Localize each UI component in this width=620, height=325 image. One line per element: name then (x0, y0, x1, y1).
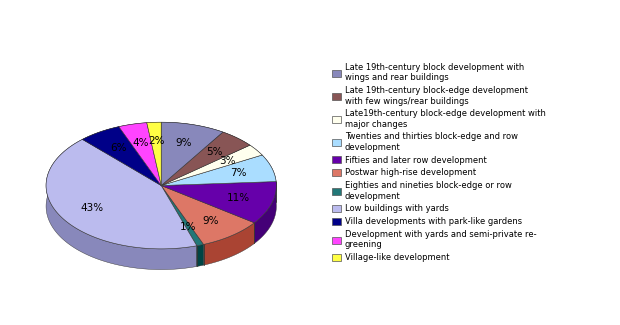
Polygon shape (161, 155, 276, 186)
Text: 4%: 4% (133, 137, 149, 148)
Polygon shape (161, 132, 250, 186)
Text: 7%: 7% (231, 168, 247, 178)
Polygon shape (161, 145, 262, 186)
Polygon shape (119, 123, 161, 186)
Text: 3%: 3% (219, 156, 236, 166)
Polygon shape (161, 122, 223, 186)
Polygon shape (262, 155, 276, 202)
Text: 11%: 11% (227, 193, 250, 203)
Polygon shape (254, 182, 277, 243)
Polygon shape (147, 122, 161, 143)
Polygon shape (82, 127, 119, 160)
Polygon shape (82, 127, 161, 186)
Polygon shape (46, 139, 197, 269)
Legend: Late 19th-century block development with
wings and rear buildings, Late 19th-cen: Late 19th-century block development with… (330, 60, 548, 265)
Polygon shape (119, 123, 147, 147)
Text: 1%: 1% (180, 222, 197, 232)
Polygon shape (161, 122, 223, 153)
Polygon shape (223, 132, 250, 166)
Text: 6%: 6% (110, 143, 126, 153)
Polygon shape (147, 122, 161, 186)
Text: 2%: 2% (148, 136, 164, 146)
Polygon shape (161, 182, 277, 223)
Polygon shape (197, 244, 203, 266)
Polygon shape (46, 139, 197, 249)
Polygon shape (250, 145, 262, 176)
Polygon shape (203, 223, 254, 265)
Text: 9%: 9% (202, 215, 219, 226)
Polygon shape (161, 186, 203, 246)
Text: 43%: 43% (80, 203, 104, 213)
Text: 5%: 5% (206, 147, 223, 157)
Polygon shape (161, 186, 254, 244)
Text: 9%: 9% (175, 138, 192, 148)
